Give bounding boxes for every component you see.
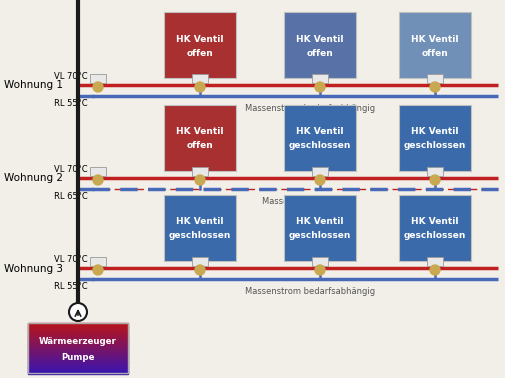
Text: Wohnung 2: Wohnung 2 bbox=[4, 173, 63, 183]
FancyBboxPatch shape bbox=[191, 74, 208, 83]
Bar bbox=[28, 326, 128, 328]
Text: HK Ventil: HK Ventil bbox=[411, 34, 458, 43]
Circle shape bbox=[93, 265, 103, 275]
FancyBboxPatch shape bbox=[90, 167, 106, 176]
FancyBboxPatch shape bbox=[312, 167, 327, 176]
Bar bbox=[28, 341, 128, 344]
Bar bbox=[28, 355, 128, 357]
Bar bbox=[28, 350, 128, 352]
Text: HK Ventil: HK Ventil bbox=[411, 127, 458, 136]
Bar bbox=[28, 323, 128, 373]
Text: geschlossen: geschlossen bbox=[288, 231, 350, 240]
FancyBboxPatch shape bbox=[283, 105, 356, 171]
FancyBboxPatch shape bbox=[398, 105, 470, 171]
Bar bbox=[28, 332, 128, 333]
Text: offen: offen bbox=[186, 141, 213, 150]
Text: HK Ventil: HK Ventil bbox=[295, 127, 343, 136]
FancyBboxPatch shape bbox=[283, 12, 356, 78]
Text: Massenstrom bedarfsabhängig: Massenstrom bedarfsabhängig bbox=[244, 287, 374, 296]
Text: HK Ventil: HK Ventil bbox=[295, 34, 343, 43]
Text: RL 55°C: RL 55°C bbox=[54, 99, 88, 108]
Circle shape bbox=[315, 175, 324, 185]
Bar bbox=[28, 340, 128, 342]
Bar bbox=[28, 338, 128, 340]
Bar bbox=[28, 368, 128, 370]
Circle shape bbox=[429, 175, 439, 185]
Bar bbox=[28, 348, 128, 350]
Circle shape bbox=[93, 175, 103, 185]
Bar bbox=[28, 366, 128, 369]
Text: HK Ventil: HK Ventil bbox=[295, 217, 343, 226]
Text: offen: offen bbox=[421, 48, 447, 57]
FancyBboxPatch shape bbox=[191, 257, 208, 266]
Bar bbox=[28, 323, 128, 325]
FancyBboxPatch shape bbox=[191, 167, 208, 176]
FancyBboxPatch shape bbox=[398, 12, 470, 78]
Text: offen: offen bbox=[306, 48, 333, 57]
FancyBboxPatch shape bbox=[426, 74, 442, 83]
Bar bbox=[28, 359, 128, 362]
Circle shape bbox=[429, 82, 439, 92]
Text: RL 65°C: RL 65°C bbox=[54, 192, 88, 201]
Text: Massenstrom konstant: Massenstrom konstant bbox=[262, 197, 357, 206]
Text: HK Ventil: HK Ventil bbox=[176, 127, 223, 136]
Bar bbox=[28, 353, 128, 355]
Text: HK Ventil: HK Ventil bbox=[176, 217, 223, 226]
Bar bbox=[28, 333, 128, 335]
FancyBboxPatch shape bbox=[426, 167, 442, 176]
Bar bbox=[28, 370, 128, 372]
Bar bbox=[28, 335, 128, 337]
Text: HK Ventil: HK Ventil bbox=[411, 217, 458, 226]
FancyBboxPatch shape bbox=[164, 105, 235, 171]
Bar bbox=[28, 325, 128, 327]
FancyBboxPatch shape bbox=[283, 195, 356, 261]
Bar bbox=[28, 336, 128, 339]
Text: Massenstrom bedarfsabhängig: Massenstrom bedarfsabhängig bbox=[244, 104, 374, 113]
Circle shape bbox=[194, 82, 205, 92]
Text: HK Ventil: HK Ventil bbox=[176, 34, 223, 43]
Bar bbox=[28, 330, 128, 332]
Text: RL 55°C: RL 55°C bbox=[54, 282, 88, 291]
Circle shape bbox=[194, 265, 205, 275]
Text: geschlossen: geschlossen bbox=[403, 141, 465, 150]
Text: geschlossen: geschlossen bbox=[169, 231, 231, 240]
Bar bbox=[28, 371, 128, 373]
Circle shape bbox=[69, 303, 87, 321]
Text: VL 70°C: VL 70°C bbox=[54, 72, 88, 81]
Bar bbox=[28, 365, 128, 367]
FancyBboxPatch shape bbox=[312, 74, 327, 83]
Bar bbox=[28, 346, 128, 349]
Bar bbox=[28, 358, 128, 360]
Text: Wärmeerzeuger: Wärmeerzeuger bbox=[39, 338, 117, 347]
Text: offen: offen bbox=[186, 48, 213, 57]
Bar bbox=[28, 351, 128, 353]
FancyBboxPatch shape bbox=[312, 257, 327, 266]
Text: Wohnung 1: Wohnung 1 bbox=[4, 80, 63, 90]
Text: Pumpe: Pumpe bbox=[61, 353, 94, 361]
Circle shape bbox=[429, 265, 439, 275]
Bar bbox=[28, 356, 128, 358]
Text: Wohnung 3: Wohnung 3 bbox=[4, 264, 63, 274]
Circle shape bbox=[194, 175, 205, 185]
FancyBboxPatch shape bbox=[426, 257, 442, 266]
Bar bbox=[28, 361, 128, 364]
FancyBboxPatch shape bbox=[398, 195, 470, 261]
Text: geschlossen: geschlossen bbox=[403, 231, 465, 240]
Text: VL 70°C: VL 70°C bbox=[54, 165, 88, 174]
FancyBboxPatch shape bbox=[90, 257, 106, 266]
FancyBboxPatch shape bbox=[164, 195, 235, 261]
FancyBboxPatch shape bbox=[164, 12, 235, 78]
Circle shape bbox=[93, 82, 103, 92]
Bar bbox=[28, 345, 128, 347]
Text: VL 70°C: VL 70°C bbox=[54, 255, 88, 264]
FancyBboxPatch shape bbox=[90, 74, 106, 83]
Bar bbox=[28, 363, 128, 365]
Circle shape bbox=[315, 82, 324, 92]
Circle shape bbox=[315, 265, 324, 275]
Bar bbox=[28, 343, 128, 345]
Bar bbox=[28, 328, 128, 330]
Text: geschlossen: geschlossen bbox=[288, 141, 350, 150]
